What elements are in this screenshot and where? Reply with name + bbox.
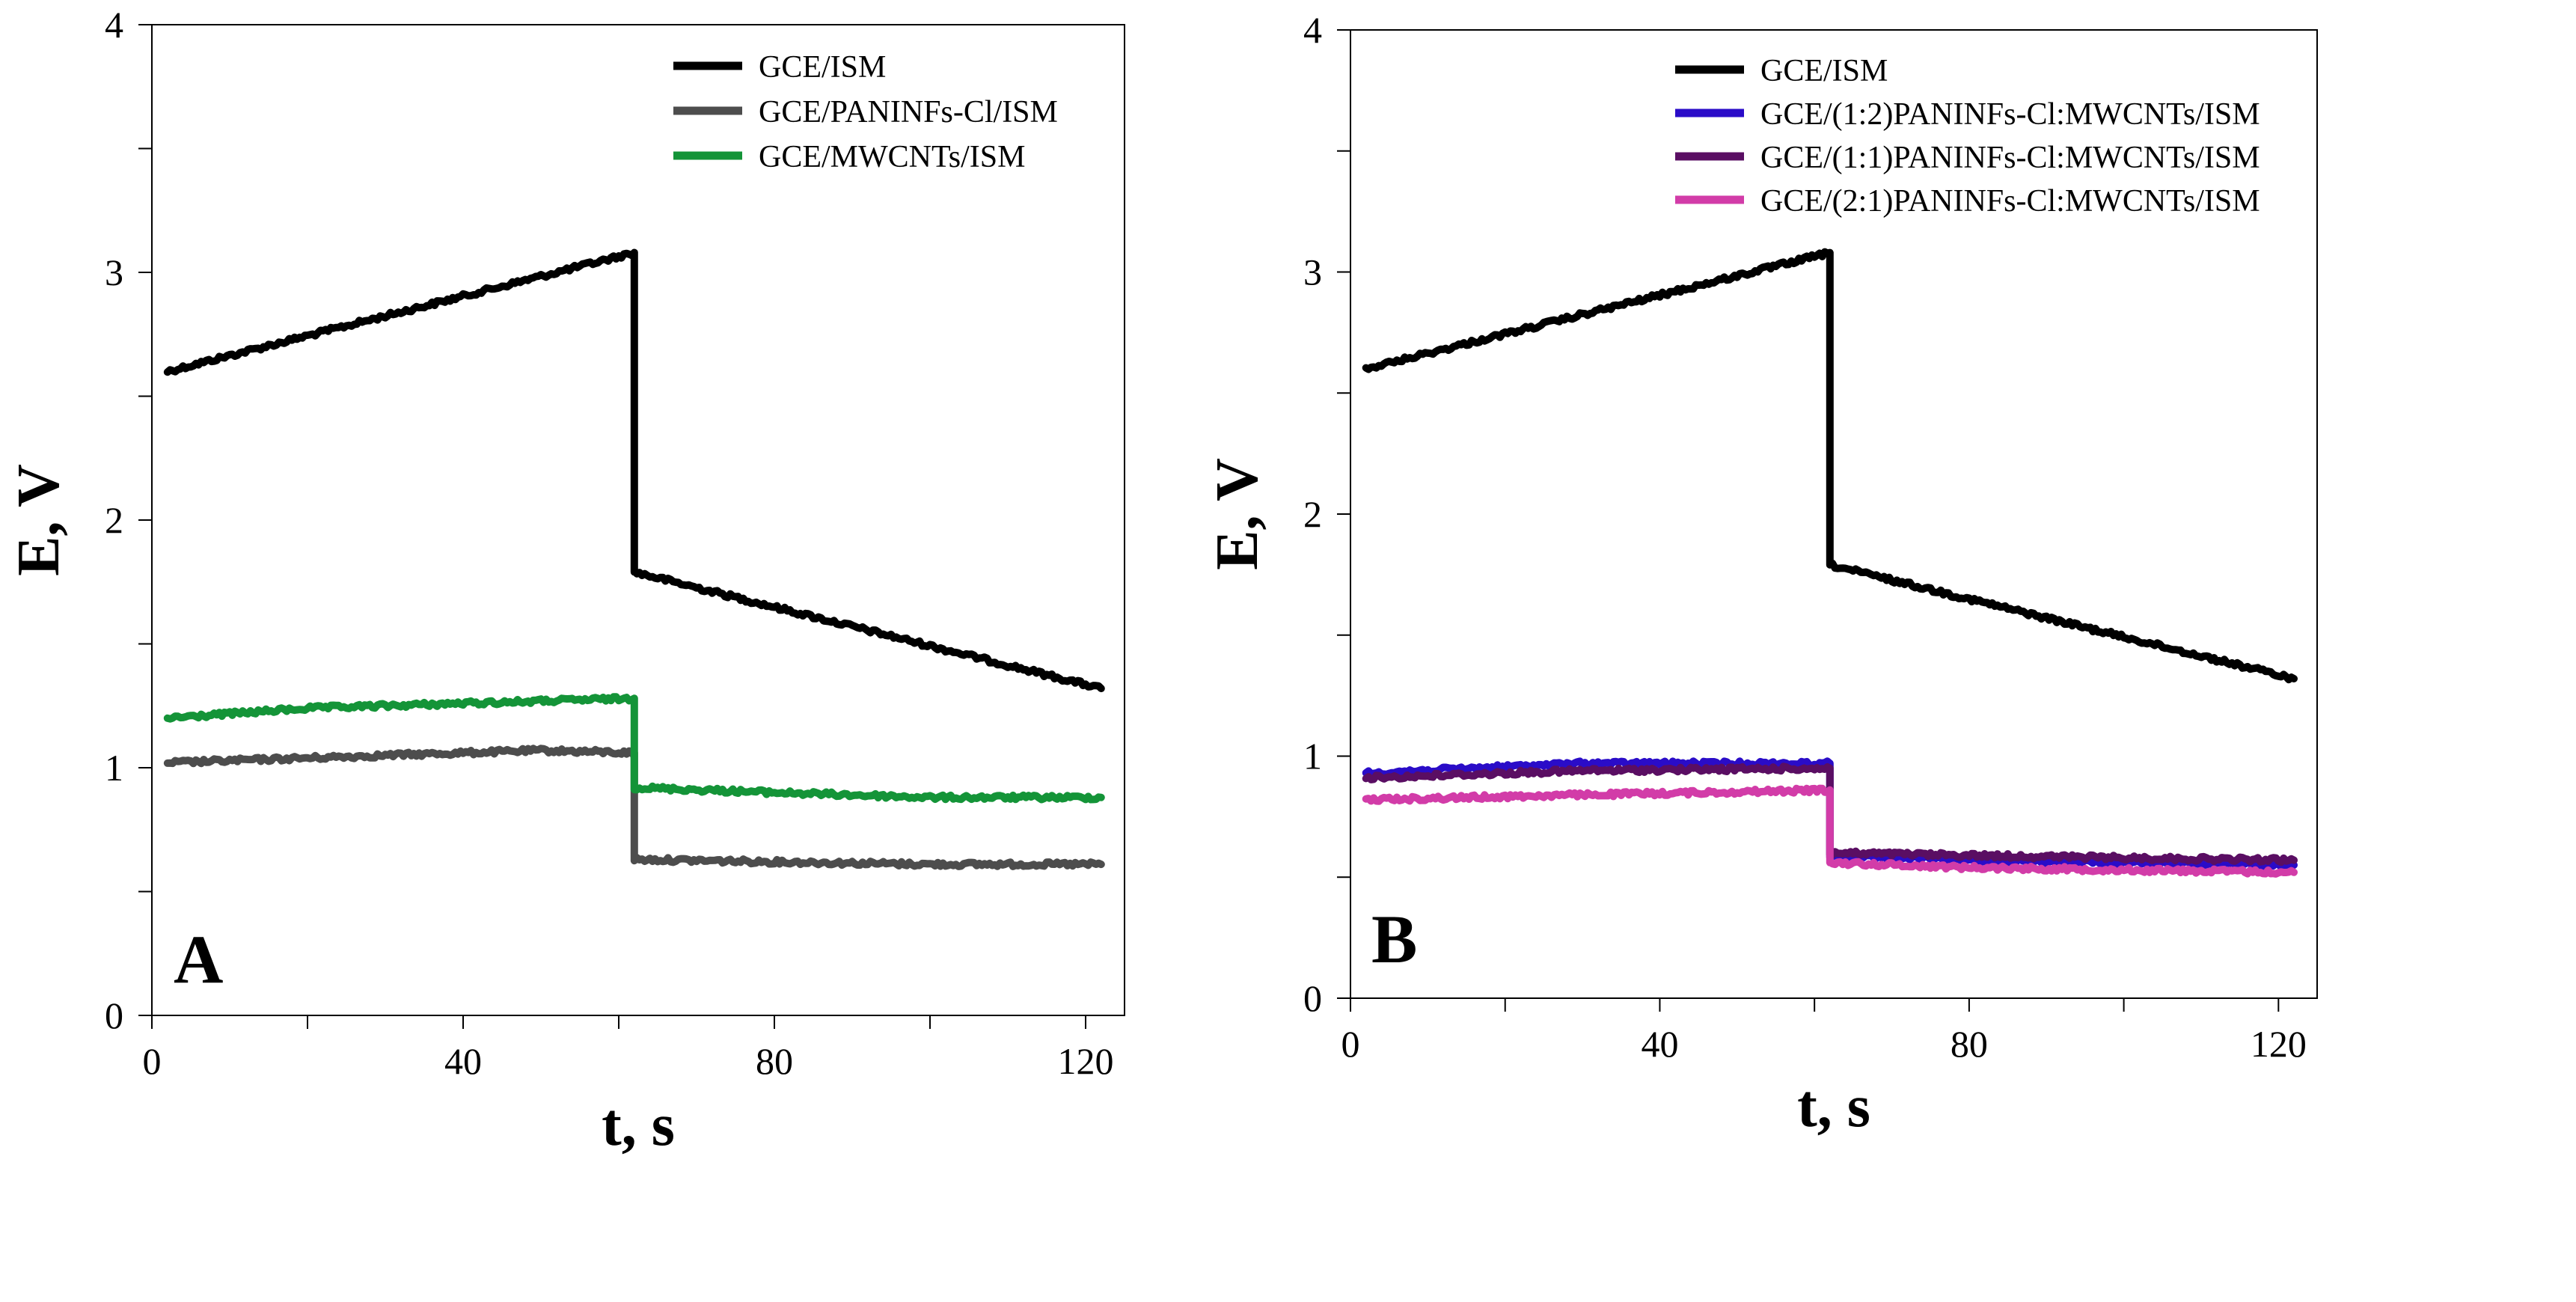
legend-label: GCE/MWCNTs/ISM bbox=[759, 140, 1025, 174]
legend-label: GCE/(1:1)PANINFs-Cl:MWCNTs/ISM bbox=[1760, 141, 2260, 175]
y-tick-label: 4 bbox=[105, 4, 123, 46]
series-line-gce-mwcnts-ism bbox=[163, 693, 1105, 804]
x-tick-label: 40 bbox=[444, 1040, 482, 1082]
series-line-gce-ism bbox=[163, 248, 1105, 693]
series-line-gce-2-1-paninfs-cl-mwcnts-ism bbox=[1362, 784, 2298, 878]
legend-label: GCE/ISM bbox=[759, 50, 886, 85]
chart-panel-a: 0 40 80 120 0 1 2 3 4 t, s E, V GCE/ISM GCE/PANINFs-… bbox=[6, 4, 1125, 1158]
legend-label: GCE/ISM bbox=[1760, 54, 1888, 88]
legend-label: GCE/PANINFs-Cl/ISM bbox=[759, 95, 1058, 129]
x-tick-label: 120 bbox=[1058, 1040, 1114, 1082]
x-tick-label: 120 bbox=[2251, 1023, 2307, 1065]
y-tick-label: 1 bbox=[105, 747, 123, 789]
y-tick-label: 2 bbox=[1303, 493, 1322, 535]
y-tick-label: 0 bbox=[1303, 977, 1322, 1019]
chart-panel-b: 0 40 80 120 0 1 2 3 4 t, s E, V GCE/ISM GCE/(1:2)PAN… bbox=[1205, 9, 2318, 1140]
x-tick-label: 80 bbox=[756, 1040, 793, 1082]
y-tick-label: 4 bbox=[1303, 9, 1322, 51]
x-axis-title: t, s bbox=[602, 1092, 675, 1158]
panel-label: A bbox=[174, 921, 223, 997]
legend-label: GCE/(2:1)PANINFs-Cl:MWCNTs/ISM bbox=[1760, 184, 2260, 218]
y-tick-label: 3 bbox=[1303, 251, 1322, 293]
x-tick-label: 0 bbox=[143, 1040, 162, 1082]
series-line-gce-paninfs-cl-ism bbox=[163, 745, 1105, 870]
legend-label: GCE/(1:2)PANINFs-Cl:MWCNTs/ISM bbox=[1760, 97, 2260, 132]
x-tick-label: 80 bbox=[1951, 1023, 1988, 1065]
y-tick-label: 2 bbox=[105, 499, 123, 541]
y-tick-label: 3 bbox=[105, 251, 123, 293]
x-tick-label: 40 bbox=[1641, 1023, 1678, 1065]
x-axis-title: t, s bbox=[1797, 1074, 1870, 1140]
x-tick-label: 0 bbox=[1341, 1023, 1360, 1065]
series-line-gce-ism bbox=[1362, 248, 2298, 684]
y-tick-label: 1 bbox=[1303, 736, 1322, 777]
y-tick-label: 0 bbox=[105, 994, 123, 1036]
y-axis-title: E, V bbox=[6, 464, 72, 576]
y-axis-title: E, V bbox=[1205, 458, 1270, 570]
panel-label: B bbox=[1371, 901, 1417, 977]
